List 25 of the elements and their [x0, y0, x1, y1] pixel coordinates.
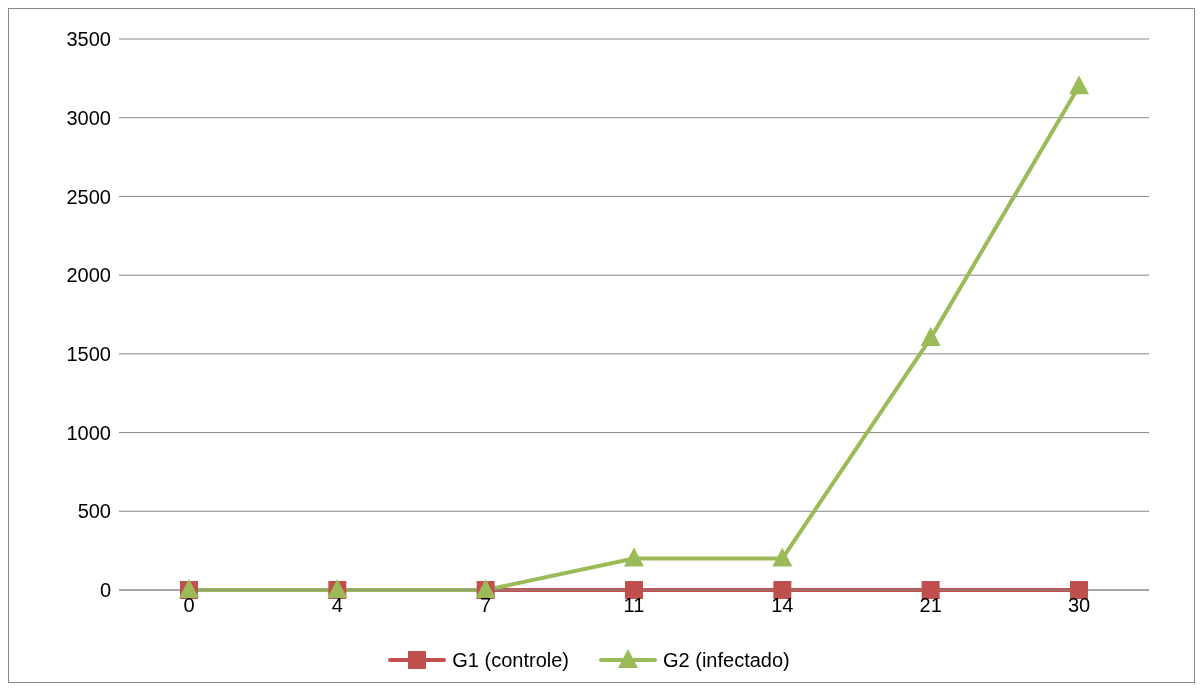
point: [920, 327, 941, 347]
y-tick-label: 1000: [66, 421, 111, 444]
y-tick-label: 0: [99, 579, 111, 602]
point: [1069, 75, 1089, 95]
x-tick-label: 30: [1067, 594, 1091, 617]
point: [625, 581, 643, 599]
x-tick-label: 11: [623, 594, 645, 617]
y-tick-label: 500: [77, 500, 111, 523]
y-tick-label: 3500: [66, 28, 111, 51]
x-tick-label: 4: [331, 594, 343, 617]
point: [624, 547, 644, 567]
y-tick-label: 2500: [66, 185, 111, 208]
point: [1070, 581, 1088, 599]
point: [921, 581, 940, 599]
legend-label: G1 (controle): [451, 648, 569, 672]
y-tick-label: 1500: [66, 342, 111, 365]
point: [773, 581, 792, 599]
x-tick-label: 7: [480, 594, 492, 617]
y-tick-label: 2000: [66, 264, 111, 287]
x-tick-label: 21: [919, 594, 942, 617]
legend-label: G2 (infectado): [662, 648, 790, 672]
x-tick-label: 14: [771, 594, 794, 617]
x-tick-label: 0: [183, 594, 195, 617]
y-tick-label: 3000: [66, 106, 111, 129]
point: [772, 547, 793, 567]
